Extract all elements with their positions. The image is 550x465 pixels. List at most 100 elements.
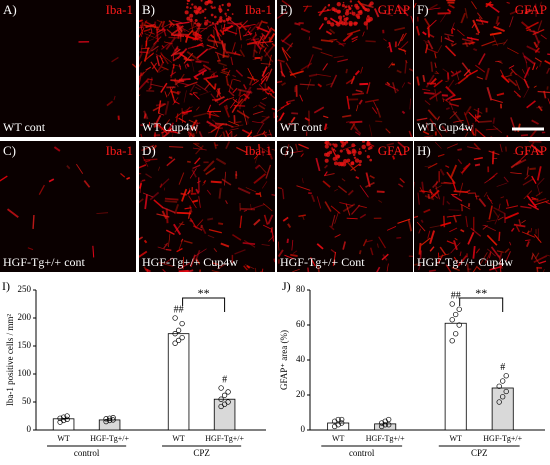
- fiber: [181, 108, 183, 124]
- fiber: [496, 182, 508, 187]
- fiber: [270, 27, 275, 32]
- fiber: [208, 228, 222, 234]
- fiber: [262, 202, 273, 212]
- fiber: [329, 38, 338, 41]
- fiber: [139, 52, 143, 62]
- fiber: [235, 121, 242, 124]
- fiber: [429, 90, 442, 101]
- fiber: [217, 61, 227, 67]
- fiber: [334, 212, 339, 224]
- fiber: [162, 128, 173, 134]
- fiber: [268, 36, 272, 43]
- cell: [190, 18, 193, 20]
- fiber: [342, 114, 352, 118]
- fiber: [429, 225, 440, 229]
- fiber: [199, 43, 205, 48]
- fiber: [418, 242, 422, 255]
- cell: [344, 11, 350, 16]
- fiber: [484, 250, 492, 264]
- fiber: [189, 119, 198, 131]
- fiber: [437, 252, 440, 263]
- fiber: [337, 58, 348, 63]
- cell: [337, 156, 340, 159]
- fiber: [324, 127, 329, 131]
- fiber: [143, 158, 158, 161]
- cell: [330, 22, 335, 27]
- panel-label: H): [417, 143, 431, 158]
- fiber: [539, 60, 543, 67]
- fiber: [443, 181, 454, 184]
- fiber: [261, 115, 269, 118]
- fiber: [224, 29, 238, 35]
- fiber: [531, 119, 539, 125]
- fiber: [535, 191, 543, 197]
- fiber: [491, 32, 499, 47]
- fiber: [214, 126, 220, 137]
- fiber: [143, 113, 147, 119]
- fiber: [240, 207, 256, 211]
- fiber: [143, 110, 149, 120]
- fiber: [499, 143, 503, 153]
- fiber: [434, 62, 437, 68]
- fiber: [461, 38, 473, 43]
- fiber: [259, 48, 262, 54]
- fiber: [250, 203, 265, 210]
- fiber: [300, 153, 304, 158]
- fiber: [175, 113, 179, 122]
- fiber: [473, 48, 478, 52]
- fiber: [226, 69, 231, 78]
- fiber: [472, 19, 481, 34]
- stain-label: Iba-1: [106, 143, 133, 158]
- fiber: [252, 121, 265, 124]
- fiber: [532, 62, 536, 71]
- fiber: [232, 52, 242, 57]
- fiber: [239, 49, 246, 58]
- fiber: [534, 3, 537, 17]
- cell: [332, 156, 337, 161]
- cell: [194, 19, 198, 23]
- fiber: [383, 38, 387, 42]
- fiber: [161, 210, 168, 220]
- group-label: control: [349, 448, 375, 458]
- fiber: [165, 248, 172, 251]
- cell: [363, 21, 368, 26]
- fiber: [161, 66, 169, 71]
- fiber: [286, 238, 289, 244]
- fiber: [268, 54, 272, 68]
- texture: [277, 141, 413, 272]
- fiber: [490, 246, 500, 258]
- fiber: [225, 75, 229, 86]
- fiber: [498, 231, 501, 241]
- significance-bracket: [459, 297, 504, 312]
- fiber: [227, 83, 234, 91]
- fiber: [213, 142, 217, 149]
- fiber: [544, 59, 550, 65]
- fiber: [253, 173, 267, 184]
- fiber: [468, 111, 480, 123]
- panel-label: F): [417, 2, 429, 17]
- fiber: [446, 143, 458, 149]
- fiber: [194, 249, 201, 262]
- fiber: [171, 34, 185, 38]
- fiber: [191, 126, 198, 131]
- fiber: [141, 22, 144, 27]
- fiber: [195, 258, 201, 265]
- fiber: [525, 21, 539, 30]
- fiber: [365, 40, 376, 43]
- fiber: [153, 199, 164, 209]
- fiber: [196, 219, 204, 228]
- cell: [334, 150, 337, 152]
- fiber: [439, 246, 447, 256]
- fiber: [526, 28, 531, 32]
- fiber: [181, 188, 188, 202]
- y-tick-label: 100: [18, 368, 32, 378]
- fiber: [439, 168, 445, 176]
- fiber: [261, 32, 266, 37]
- fiber: [187, 160, 191, 163]
- fiber: [189, 217, 197, 229]
- fiber: [479, 252, 488, 265]
- fiber: [347, 189, 354, 196]
- fiber: [193, 69, 207, 79]
- fiber: [496, 250, 504, 253]
- fiber: [139, 72, 143, 86]
